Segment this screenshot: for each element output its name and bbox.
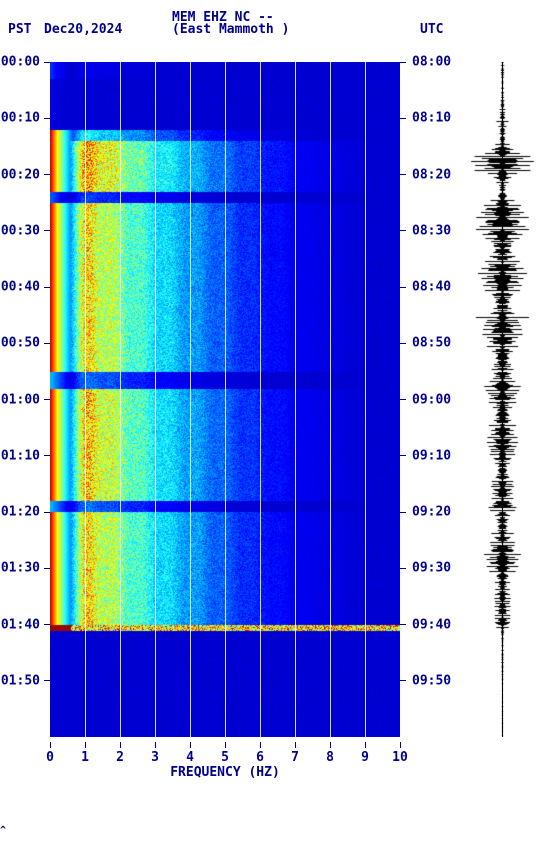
- right-time-tick: [400, 230, 406, 231]
- right-time-tick: [400, 287, 406, 288]
- left-time-tick: [44, 680, 50, 681]
- right-time-tick: [400, 343, 406, 344]
- right-time-label: 08:20: [412, 167, 451, 182]
- date-label: Dec20,2024: [44, 22, 122, 37]
- left-time-label: 00:40: [0, 280, 40, 295]
- x-tick-label: 2: [116, 750, 124, 765]
- left-time-label: 01:20: [0, 505, 40, 520]
- x-tick: [400, 742, 401, 748]
- left-time-tick: [44, 455, 50, 456]
- x-tick-label: 3: [151, 750, 159, 765]
- left-time-label: 00:30: [0, 223, 40, 238]
- left-time-label: 01:10: [0, 448, 40, 463]
- x-tick-label: 9: [361, 750, 369, 765]
- grid-line: [330, 62, 331, 737]
- x-tick: [295, 742, 296, 748]
- x-tick: [155, 742, 156, 748]
- x-tick-label: 5: [221, 750, 229, 765]
- grid-line: [190, 62, 191, 737]
- right-time-label: 08:40: [412, 280, 451, 295]
- right-time-tick: [400, 399, 406, 400]
- grid-line: [120, 62, 121, 737]
- right-time-tick: [400, 118, 406, 119]
- left-time-label: 00:00: [0, 55, 40, 70]
- right-time-label: 09:20: [412, 505, 451, 520]
- right-time-tick: [400, 568, 406, 569]
- right-time-label: 09:40: [412, 617, 451, 632]
- x-tick: [190, 742, 191, 748]
- left-time-tick: [44, 230, 50, 231]
- right-time-label: 09:00: [412, 392, 451, 407]
- grid-line: [155, 62, 156, 737]
- left-time-tick: [44, 624, 50, 625]
- right-time-label: 09:30: [412, 561, 451, 576]
- left-time-tick: [44, 343, 50, 344]
- right-time-tick: [400, 455, 406, 456]
- x-tick-label: 4: [186, 750, 194, 765]
- x-axis-label: FREQUENCY (HZ): [170, 765, 280, 780]
- right-time-tick: [400, 624, 406, 625]
- timezone-right-label: UTC: [420, 22, 443, 37]
- right-time-label: 08:00: [412, 55, 451, 70]
- x-tick-label: 8: [326, 750, 334, 765]
- right-time-tick: [400, 62, 406, 63]
- left-time-tick: [44, 399, 50, 400]
- x-tick: [50, 742, 51, 748]
- left-time-tick: [44, 118, 50, 119]
- grid-line: [295, 62, 296, 737]
- left-time-tick: [44, 62, 50, 63]
- grid-line: [225, 62, 226, 737]
- right-time-label: 09:10: [412, 448, 451, 463]
- left-time-label: 01:50: [0, 673, 40, 688]
- x-tick: [120, 742, 121, 748]
- x-tick: [225, 742, 226, 748]
- left-time-label: 00:50: [0, 336, 40, 351]
- left-time-tick: [44, 512, 50, 513]
- x-tick: [85, 742, 86, 748]
- left-time-label: 00:20: [0, 167, 40, 182]
- grid-line: [85, 62, 86, 737]
- x-tick-label: 6: [256, 750, 264, 765]
- x-tick: [365, 742, 366, 748]
- footer-mark: ^: [0, 825, 6, 836]
- left-time-tick: [44, 287, 50, 288]
- x-tick: [260, 742, 261, 748]
- right-time-tick: [400, 174, 406, 175]
- left-time-label: 00:10: [0, 111, 40, 126]
- left-time-tick: [44, 568, 50, 569]
- grid-line: [260, 62, 261, 737]
- timezone-left-label: PST: [8, 22, 31, 37]
- right-time-label: 08:30: [412, 223, 451, 238]
- right-time-tick: [400, 680, 406, 681]
- x-tick: [330, 742, 331, 748]
- x-tick-label: 7: [291, 750, 299, 765]
- location-label: (East Mammoth ): [172, 22, 289, 37]
- right-time-label: 08:50: [412, 336, 451, 351]
- x-tick-label: 1: [81, 750, 89, 765]
- left-time-label: 01:30: [0, 561, 40, 576]
- left-time-label: 01:00: [0, 392, 40, 407]
- right-time-label: 08:10: [412, 111, 451, 126]
- grid-line: [365, 62, 366, 737]
- left-time-tick: [44, 174, 50, 175]
- x-tick-label: 0: [46, 750, 54, 765]
- waveform-plot: [460, 62, 545, 737]
- right-time-tick: [400, 512, 406, 513]
- left-time-label: 01:40: [0, 617, 40, 632]
- x-tick-label: 10: [392, 750, 408, 765]
- right-time-label: 09:50: [412, 673, 451, 688]
